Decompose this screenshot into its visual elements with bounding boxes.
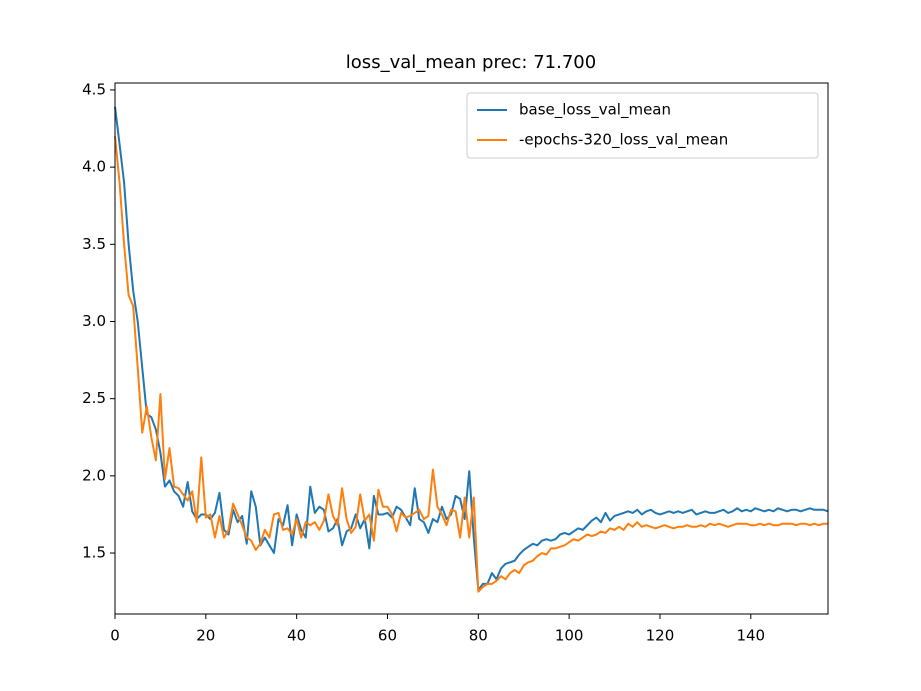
y-tick-label: 4.5 xyxy=(82,80,106,98)
legend-label: base_loss_val_mean xyxy=(519,101,671,120)
x-tick-label: 100 xyxy=(555,627,584,645)
x-tick-label: 0 xyxy=(110,627,120,645)
y-tick-label: 2.5 xyxy=(82,389,106,407)
legend-box xyxy=(466,92,819,159)
y-tick-label: 4.0 xyxy=(82,158,106,176)
y-tick-label: 3.0 xyxy=(82,312,106,330)
x-tick-label: 20 xyxy=(196,627,215,645)
x-tick-label: 40 xyxy=(287,627,306,645)
y-tick-label: 3.5 xyxy=(82,235,106,253)
y-tick-label: 1.5 xyxy=(82,544,106,562)
legend-label: -epochs-320_loss_val_mean xyxy=(519,131,728,150)
x-tick-label: 120 xyxy=(646,627,675,645)
y-tick-label: 2.0 xyxy=(82,466,106,484)
series-line xyxy=(114,106,829,592)
axes-frame xyxy=(114,82,829,615)
chart-title: loss_val_mean prec: 71.700 xyxy=(346,52,596,73)
x-tick-label: 140 xyxy=(736,627,765,645)
x-tick-label: 80 xyxy=(469,627,488,645)
x-tick-label: 60 xyxy=(378,627,397,645)
series-line xyxy=(114,136,828,593)
